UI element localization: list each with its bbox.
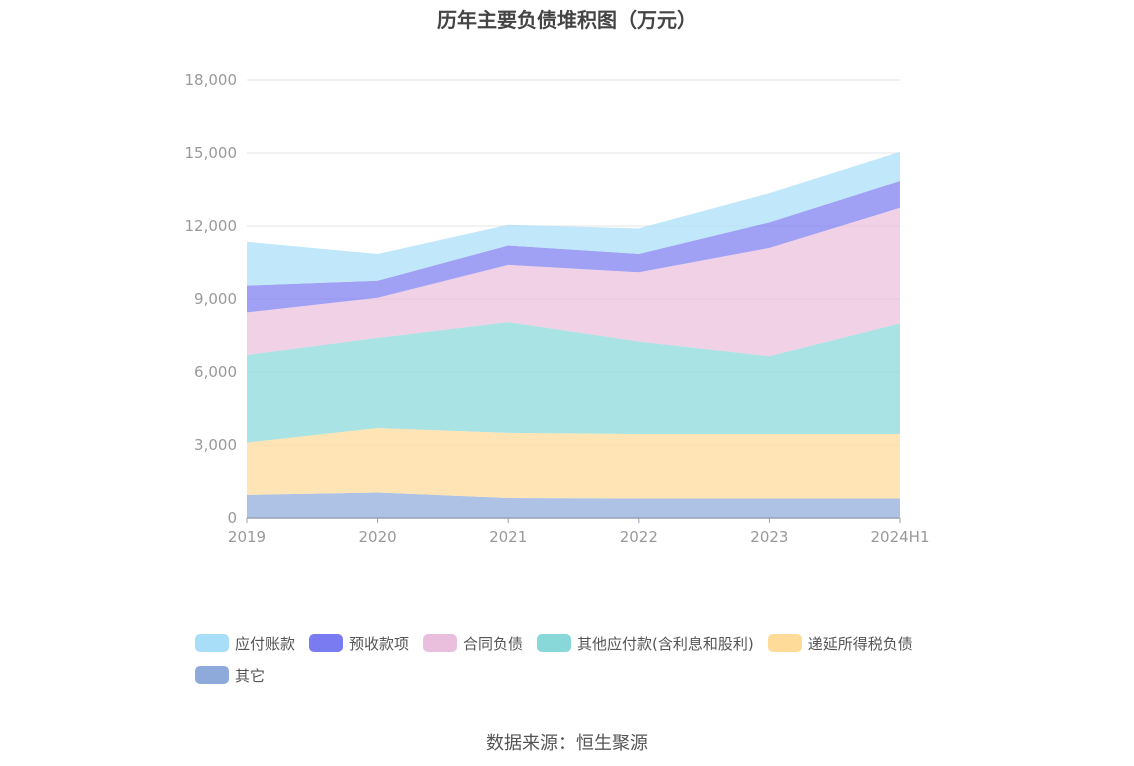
legend-item[interactable]: 其他应付款(含利息和股利): [537, 632, 754, 654]
axes: 0 3,000 6,000 9,000 12,000 15,000 18,000 2019 20…: [185, 71, 930, 546]
legend-item[interactable]: 其它: [195, 664, 265, 686]
x-tick-label: 2022: [620, 528, 658, 546]
y-tick-label: 15,000: [185, 144, 238, 162]
legend-label: 递延所得税负债: [807, 634, 913, 653]
area-series-0: [247, 492, 900, 518]
area-series: [247, 151, 900, 518]
y-tick-label: 6,000: [194, 363, 237, 381]
data-source: 数据来源：恒生聚源: [486, 733, 648, 754]
legend-label: 其它: [235, 666, 266, 685]
x-tick-label: 2024H1: [871, 528, 930, 546]
area-series-4: [247, 180, 900, 313]
legend-item[interactable]: 应付账款: [195, 632, 295, 654]
x-tick-label: 2021: [489, 528, 527, 546]
y-tick-label: 3,000: [194, 436, 237, 454]
y-tick-label: 9,000: [194, 290, 237, 308]
legend-swatch: [537, 634, 572, 652]
legend-item[interactable]: 递延所得税负债: [767, 632, 913, 654]
area-series-5: [247, 151, 900, 286]
legend: 应付账款 预收款项 合同负债 其他应付款(含利息和股利) 递延所得税负债其它: [195, 632, 975, 686]
y-tick-label: 18,000: [185, 71, 238, 89]
y-tick-label: 0: [227, 509, 237, 527]
legend-label: 其他应付款(含利息和股利): [577, 634, 754, 653]
x-tick-label: 2020: [359, 528, 397, 546]
legend-label: 应付账款: [235, 634, 296, 653]
legend-swatch: [423, 634, 458, 652]
area-series-2: [247, 322, 900, 443]
legend-item[interactable]: 预收款项: [309, 632, 409, 654]
legend-swatch: [309, 634, 344, 652]
chart-title: 历年主要负债堆积图（万元）: [437, 8, 697, 32]
legend-item[interactable]: 合同负债: [423, 632, 523, 654]
y-tick-label: 12,000: [185, 217, 238, 235]
legend-swatch: [195, 666, 229, 684]
legend-swatch: [195, 634, 229, 652]
area-series-1: [247, 427, 900, 499]
x-tick-label: 2019: [228, 528, 266, 546]
area-series-3: [247, 207, 900, 357]
x-tick-label: 2023: [750, 528, 788, 546]
legend-label: 合同负债: [463, 634, 524, 653]
legend-label: 预收款项: [349, 634, 410, 653]
legend-swatch: [767, 634, 802, 652]
